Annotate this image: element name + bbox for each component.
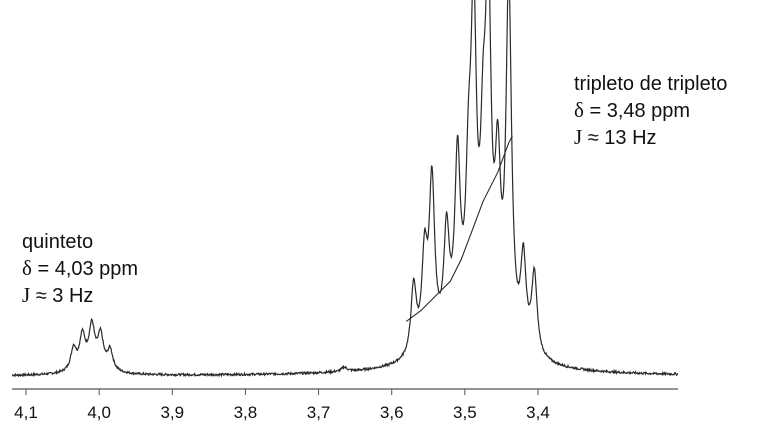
quintet-label: quinteto <box>22 231 94 253</box>
x-axis: 4,1 4,0 3,9 3,8 3,7 3,6 3,5 3,4 <box>12 388 678 422</box>
j-symbol: J <box>574 125 583 149</box>
quintet-annotation: quinteto δ = 4,03 ppm J ≈ 3 Hz <box>22 229 138 309</box>
triplet-j-value: ≈ 13 Hz <box>582 127 657 149</box>
quintet-delta-value: = 4,03 ppm <box>31 258 139 280</box>
quintet-delta: δ = 4,03 ppm <box>22 255 138 282</box>
j-symbol: J <box>22 283 31 307</box>
x-tick-label: 3,5 <box>453 403 477 422</box>
integral-line <box>405 135 513 322</box>
x-tick-label: 3,6 <box>380 403 404 422</box>
triplet-label: tripleto de tripleto <box>574 73 728 95</box>
x-tick-label: 3,9 <box>160 403 184 422</box>
x-tick-label: 4,0 <box>87 403 111 422</box>
triplet-annotation: tripleto de tripleto δ = 3,48 ppm J ≈ 13… <box>574 71 727 151</box>
quintet-j-value: ≈ 3 Hz <box>30 285 94 307</box>
x-tick-label: 4,1 <box>14 403 38 422</box>
triplet-delta: δ = 3,48 ppm <box>574 97 727 124</box>
x-tick-label: 3,7 <box>307 403 331 422</box>
spectrum-line <box>11 0 679 378</box>
x-tick-label: 3,8 <box>234 403 258 422</box>
integral-curve <box>405 135 513 322</box>
spectrum-trace <box>11 0 679 378</box>
delta-symbol: δ <box>22 256 32 280</box>
x-tick-label: 3,4 <box>526 403 550 422</box>
delta-symbol: δ <box>574 98 584 122</box>
quintet-j: J ≈ 3 Hz <box>22 282 138 309</box>
triplet-delta-value: = 3,48 ppm <box>583 100 691 122</box>
triplet-j: J ≈ 13 Hz <box>574 124 727 151</box>
